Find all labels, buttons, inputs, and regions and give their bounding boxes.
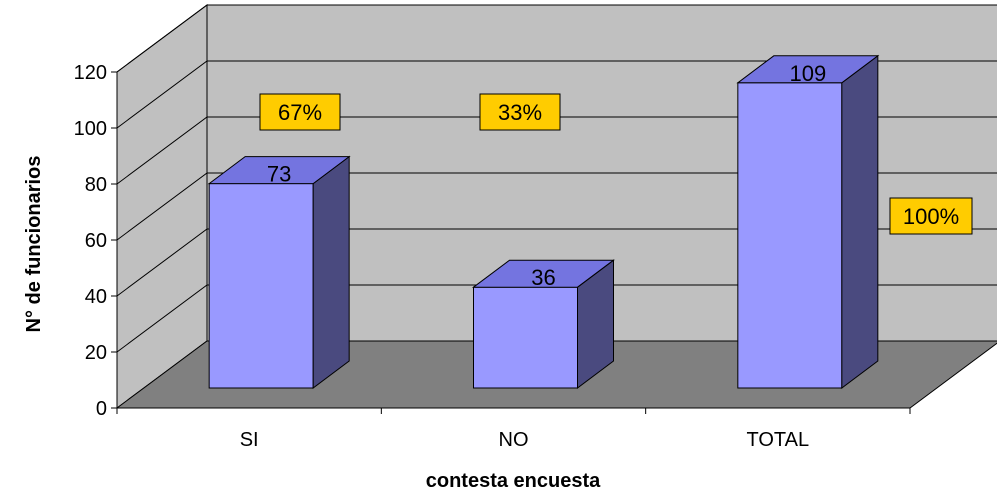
x-tick-label: SI: [240, 429, 259, 451]
bar-top-no: [472, 259, 615, 288]
gridlines: [116, 4, 997, 353]
bar-top-si: [207, 156, 351, 185]
y-tick-label: 40: [85, 286, 107, 308]
gridline: [116, 228, 997, 297]
bar-no: [473, 286, 578, 389]
percent-label: 67%: [278, 100, 322, 125]
gridline: [116, 116, 997, 185]
gridline: [116, 60, 997, 129]
percent-box: [479, 93, 561, 131]
percent-label: 100%: [903, 204, 959, 229]
gridline: [116, 172, 997, 241]
y-tick-label: 100: [74, 118, 107, 140]
gridline: [116, 284, 997, 353]
bar-si: [208, 183, 314, 389]
percent-label: 33%: [498, 100, 542, 125]
y-tick-label: 20: [85, 342, 107, 364]
y-tick-label: 60: [85, 230, 107, 252]
percent-box: [259, 93, 341, 131]
bars: 73 36 109 67% 33% 100%: [207, 54, 973, 389]
bar-side-si: [312, 155, 350, 389]
bar-top-total: [736, 55, 880, 84]
data-label: 109: [789, 61, 826, 86]
y-tick-label: 120: [74, 62, 107, 84]
bar-total: [737, 82, 843, 389]
x-axis-categories: SI NO TOTAL: [116, 408, 911, 451]
data-label: 73: [267, 162, 291, 187]
gridline: [116, 4, 997, 73]
data-label: 36: [531, 265, 555, 290]
x-axis-title: contesta encuesta: [426, 470, 601, 492]
percent-box: [889, 197, 973, 235]
y-tick-label: 80: [85, 174, 107, 196]
x-tick-label: TOTAL: [747, 429, 810, 451]
y-axis-ticks: 0 20 40 60 80 100 120: [74, 62, 910, 420]
y-axis-title: N° de funcionarios: [23, 156, 45, 333]
y-tick-label: 0: [96, 398, 107, 420]
bar-side-total: [841, 54, 879, 389]
x-tick-label: NO: [499, 429, 529, 451]
